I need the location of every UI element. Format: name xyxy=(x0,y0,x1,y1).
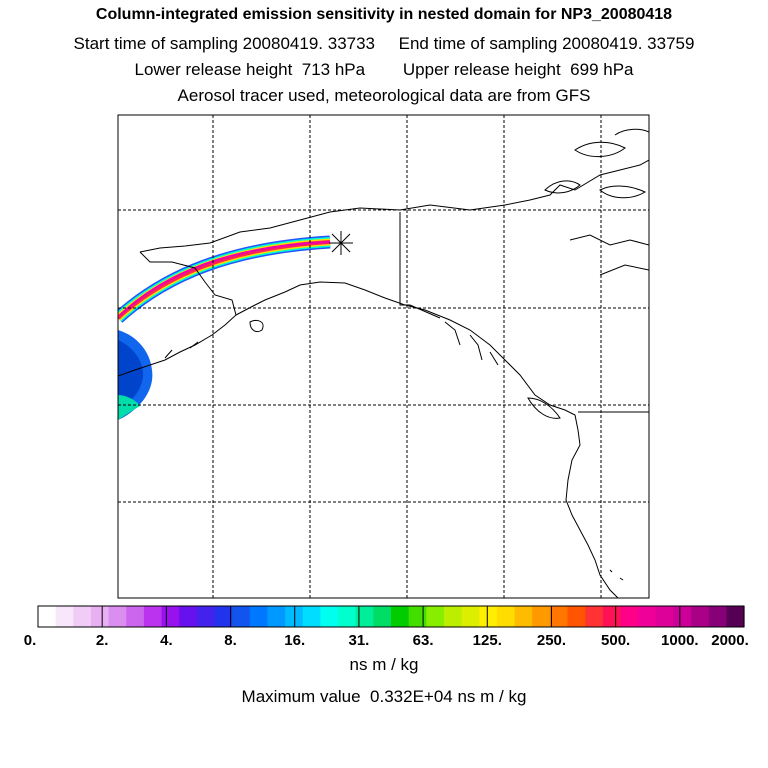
tracer-info: Aerosol tracer used, meteorological data… xyxy=(177,86,591,105)
colorbar-swatch xyxy=(267,606,286,627)
colorbar-swatch xyxy=(443,606,463,627)
colorbar-swatch xyxy=(179,606,198,627)
colorbar-swatch xyxy=(602,606,622,627)
colorbar-swatch xyxy=(426,606,445,627)
colorbar-swatch xyxy=(73,606,92,627)
colorbar-frame xyxy=(37,605,745,628)
colorbar-swatch xyxy=(355,606,374,627)
map-frame xyxy=(117,114,650,599)
release-heights: Lower release height 713 hPa Upper relea… xyxy=(134,60,634,79)
colorbar-tick-label: 125. xyxy=(472,632,502,649)
colorbar-swatch xyxy=(108,606,127,627)
colorbar-tick-label: 0. xyxy=(23,632,37,649)
colorbar-tick-label: 500. xyxy=(601,632,631,649)
colorbar-units: ns m / kg xyxy=(349,655,419,674)
colorbar-swatch xyxy=(38,606,57,627)
colorbar-swatch xyxy=(549,606,569,627)
colorbar-swatch xyxy=(161,606,180,627)
map-content xyxy=(118,115,649,598)
plume-band-magenta xyxy=(119,241,331,316)
colorbar-swatches xyxy=(38,606,745,627)
colorbar-swatch xyxy=(532,606,551,627)
colorbar-swatch xyxy=(196,606,216,627)
colorbar-swatch xyxy=(655,606,674,627)
colorbar-swatch xyxy=(55,606,74,627)
colorbar-swatch xyxy=(143,606,163,627)
colorbar-tick-label: 8. xyxy=(224,632,237,649)
maximum-value-text: Maximum value 0.332E+04 ns m / kg xyxy=(241,687,527,706)
colorbar-swatch xyxy=(726,606,745,627)
colorbar-swatch xyxy=(620,606,639,627)
political-boundaries xyxy=(399,212,649,413)
plot-title: Column-integrated emission sensitivity i… xyxy=(95,6,673,23)
colorbar-swatch xyxy=(391,606,410,627)
colorbar-tick-label: 4. xyxy=(160,632,173,649)
colorbar-swatch xyxy=(338,606,357,627)
colorbar-swatch xyxy=(232,606,251,627)
colorbar-swatch xyxy=(514,606,533,627)
colorbar-swatch xyxy=(585,606,604,627)
colorbar-swatch xyxy=(691,606,710,627)
colorbar-swatch xyxy=(126,606,145,627)
colorbar-tick-label: 63. xyxy=(412,632,434,649)
coastlines xyxy=(118,128,649,598)
colorbar-tick-label: 16. xyxy=(284,632,306,649)
colorbar-swatch xyxy=(249,606,269,627)
colorbar-swatch xyxy=(673,606,692,627)
colorbar-tick-label: 1000. xyxy=(661,632,699,649)
colorbar-swatch xyxy=(496,606,516,627)
colorbar-tick-label: 31. xyxy=(348,632,370,649)
colorbar-swatch xyxy=(479,606,498,627)
colorbar-swatch xyxy=(408,606,427,627)
colorbar-swatch xyxy=(461,606,480,627)
colorbar-swatch xyxy=(214,606,233,627)
asterisk-icon xyxy=(329,231,353,255)
colorbar-swatch xyxy=(638,606,657,627)
colorbar-swatch xyxy=(373,606,392,627)
colorbar-dividers xyxy=(101,606,681,627)
graticule xyxy=(118,115,649,598)
colorbar-tick-label: 250. xyxy=(536,632,567,649)
plume-inner-region xyxy=(118,340,144,410)
colorbar-tick-label: 2. xyxy=(95,632,109,649)
colorbar-tick-label: 2000. xyxy=(711,632,749,649)
colorbar-swatch xyxy=(302,606,321,627)
colorbar-swatch xyxy=(320,606,339,627)
colorbar-swatch xyxy=(567,606,586,627)
plume-edge-region xyxy=(118,395,140,420)
sampling-times: Start time of sampling 20080419. 33733 E… xyxy=(73,34,695,53)
colorbar-swatch xyxy=(708,606,727,627)
colorbar-swatch xyxy=(90,606,110,627)
colorbar-swatch xyxy=(285,606,304,627)
